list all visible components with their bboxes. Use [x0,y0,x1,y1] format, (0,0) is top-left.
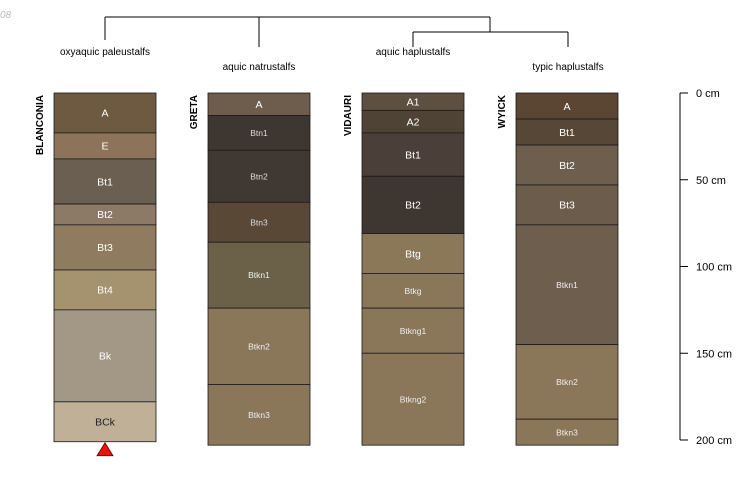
horizon-label-vidauri-btg: Btg [405,248,421,260]
horizon-label-blanconia-bck: BCk [95,417,116,429]
taxon-labels: oxyaquic paleustalfs aquic natrustalfs a… [60,47,604,73]
horizon-label-wyick-btkn3: Btkn3 [556,427,578,437]
depth-tick-label-150: 150 cm [696,348,732,360]
horizon-greta-btn1 [207,115,311,151]
horizon-label-vidauri-btkng1: Btkng1 [400,326,427,336]
soil-profiles: BLANCONIA A E Bt1 Bt2 Bt3 Bt4 Bk BCk GRETA A Btn1 Bt… [35,92,619,457]
horizon-label-vidauri-bt2: Bt2 [405,200,421,212]
profile-wyick: WYICK A Bt1 Bt2 Bt3 Btkn1 Btkn2 Btkn3 [497,92,619,446]
horizon-label-greta-btkn3: Btkn3 [248,410,270,420]
horizon-label-vidauri-bt1: Bt1 [405,149,421,161]
taxonomy-dendrogram [104,16,569,47]
horizon-blanconia-bt3 [53,224,157,271]
horizon-label-blanconia-bk: Bk [99,351,112,363]
horizon-wyick-bt3 [515,184,619,226]
horizon-label-wyick-btkn2: Btkn2 [556,377,578,387]
horizon-wyick-bt2 [515,144,619,186]
horizon-blanconia-bt4 [53,269,157,311]
profile-name-blanconia: BLANCONIA [35,95,46,155]
horizon-wyick-btkn1 [515,224,619,345]
horizon-vidauri-bt2 [361,175,465,234]
horizon-blanconia-bk [53,309,157,403]
horizon-label-blanconia-bt4: Bt4 [97,285,113,297]
horizon-label-wyick-bt3: Bt3 [559,200,575,212]
horizon-vidauri-btkg [361,273,465,309]
depth-tick-label-100: 100 cm [696,262,732,274]
horizon-wyick-btkn3 [515,418,619,446]
depth-axis: 0 cm 50 cm 100 cm 150 cm 200 cm [679,88,732,447]
horizon-label-wyick-a: A [563,101,570,113]
horizon-greta-btkn1 [207,241,311,309]
profile-name-wyick: WYICK [497,94,508,128]
horizon-greta-btn2 [207,149,311,203]
taxon-label-aquic-haplustalfs: aquic haplustalfs [376,47,451,58]
horizon-vidauri-bt1 [361,132,465,177]
horizon-label-wyick-bt1: Bt1 [559,127,575,139]
depth-tick-label-0: 0 cm [696,88,720,100]
taxon-label-oxyaquic-paleustalfs: oxyaquic paleustalfs [60,47,150,58]
horizon-label-vidauri-a1: A1 [407,96,420,108]
horizon-label-blanconia-e: E [101,141,108,153]
horizon-label-greta-btn3: Btn3 [250,217,268,227]
depth-tick-label-50: 50 cm [696,175,726,187]
depth-tick-label-200: 200 cm [696,435,732,447]
horizon-label-vidauri-btkng2: Btkng2 [400,394,427,404]
horizon-label-greta-btkn1: Btkn1 [248,270,270,280]
profile-name-vidauri: VIDAURI [343,95,354,136]
horizon-label-wyick-btkn1: Btkn1 [556,280,578,290]
horizon-label-vidauri-btkg: Btkg [404,286,421,296]
horizon-label-greta-btn2: Btn2 [250,171,268,181]
horizon-label-wyick-bt2: Bt2 [559,160,575,172]
horizon-label-vidauri-a2: A2 [407,116,420,128]
horizon-blanconia-bt1 [53,158,157,205]
horizon-vidauri-btkng2 [361,352,465,446]
horizon-blanconia-bck [53,401,157,443]
horizon-label-blanconia-bt2: Bt2 [97,209,113,221]
horizon-greta-btkn2 [207,307,311,385]
horizon-label-blanconia-a: A [101,108,108,120]
horizon-label-greta-btkn2: Btkn2 [248,341,270,351]
bottom-marker-triangle-icon [96,441,114,457]
horizon-wyick-a [515,92,619,120]
horizon-wyick-btkn2 [515,344,619,420]
horizon-blanconia-e [53,132,157,160]
profile-vidauri: VIDAURI A1 A2 Bt1 Bt2 Btg Btkg Btkng1 Btkng2 [343,92,465,446]
taxon-label-aquic-natrustalfs: aquic natrustalfs [223,62,296,73]
taxon-label-typic-haplustalfs: typic haplustalfs [532,62,603,73]
horizon-vidauri-btkng1 [361,307,465,354]
horizon-label-blanconia-bt1: Bt1 [97,176,113,188]
horizon-label-greta-btn1: Btn1 [250,128,268,138]
horizon-wyick-bt1 [515,118,619,146]
profile-blanconia: BLANCONIA A E Bt1 Bt2 Bt3 Bt4 Bk BCk [35,92,157,457]
horizon-greta-btkn3 [207,384,311,446]
profile-greta: GRETA A Btn1 Btn2 Btn3 Btkn1 Btkn2 Btkn3 [189,92,311,446]
horizon-label-greta-a: A [255,99,262,111]
corner-label: 08 [0,10,12,21]
horizon-label-blanconia-bt3: Bt3 [97,242,113,254]
horizon-vidauri-btg [361,233,465,274]
profile-name-greta: GRETA [189,95,200,129]
